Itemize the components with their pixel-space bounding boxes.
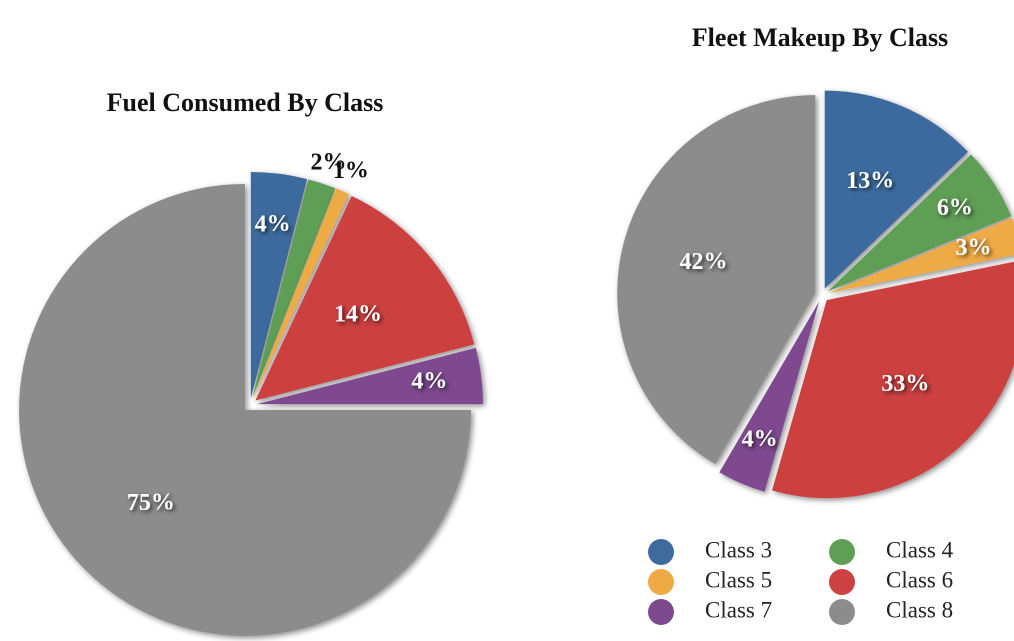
data-label: 3% xyxy=(956,234,992,260)
legend-label: Class 4 xyxy=(886,537,954,562)
data-label: 1% xyxy=(333,157,369,183)
pie-slice xyxy=(252,179,336,399)
data-label: 13% xyxy=(846,168,894,194)
data-label-value: 33 xyxy=(881,371,905,397)
legend-swatch xyxy=(829,569,855,595)
pie-slice xyxy=(828,217,1014,293)
data-label-value: 14 xyxy=(334,301,358,327)
legend-label: Class 5 xyxy=(705,567,772,592)
legend-label: Class 6 xyxy=(886,567,953,592)
data-label: 4% xyxy=(742,426,778,452)
data-label-value: 4 xyxy=(411,368,423,394)
legend-label: Class 7 xyxy=(705,597,772,622)
data-label-value: 4 xyxy=(255,211,267,237)
data-label: 4% xyxy=(255,211,291,237)
data-label-value: 42 xyxy=(680,248,704,274)
pie-slice xyxy=(824,90,968,289)
data-label-value: 6 xyxy=(937,194,949,220)
data-label: 33% xyxy=(881,371,929,397)
pie-slice xyxy=(250,172,308,399)
legend-swatch xyxy=(648,569,674,595)
legend-swatch xyxy=(648,599,674,625)
pie-slice xyxy=(617,95,816,465)
data-label-value: 13 xyxy=(846,168,870,194)
data-label: 6% xyxy=(937,194,973,220)
data-label: 75% xyxy=(127,490,175,516)
data-label-value: 1 xyxy=(333,157,345,183)
pie-slice xyxy=(19,183,472,636)
chart-title: Fleet Makeup By Class xyxy=(692,23,948,52)
data-label: 42% xyxy=(680,248,728,274)
data-label: 14% xyxy=(334,301,382,327)
legend-label: Class 3 xyxy=(705,537,772,562)
data-label-value: 2 xyxy=(310,149,322,175)
legend-swatch xyxy=(829,599,855,625)
legend-label: Class 8 xyxy=(886,597,953,622)
legend-swatch xyxy=(829,539,855,565)
data-label-value: 3 xyxy=(956,234,968,260)
data-label-value: 4 xyxy=(742,426,754,452)
pie-slice xyxy=(252,188,350,399)
data-label: 2% xyxy=(310,149,346,175)
data-label-value: 75 xyxy=(127,490,151,516)
chart-title: Fuel Consumed By Class xyxy=(107,88,384,117)
pie-slice xyxy=(772,261,1014,499)
data-label: 4% xyxy=(411,368,447,394)
pie-slice xyxy=(255,196,475,401)
pie-slice xyxy=(827,154,1012,292)
legend-swatch xyxy=(648,539,674,565)
pie-slice xyxy=(256,347,483,405)
pie-slice xyxy=(719,301,820,492)
